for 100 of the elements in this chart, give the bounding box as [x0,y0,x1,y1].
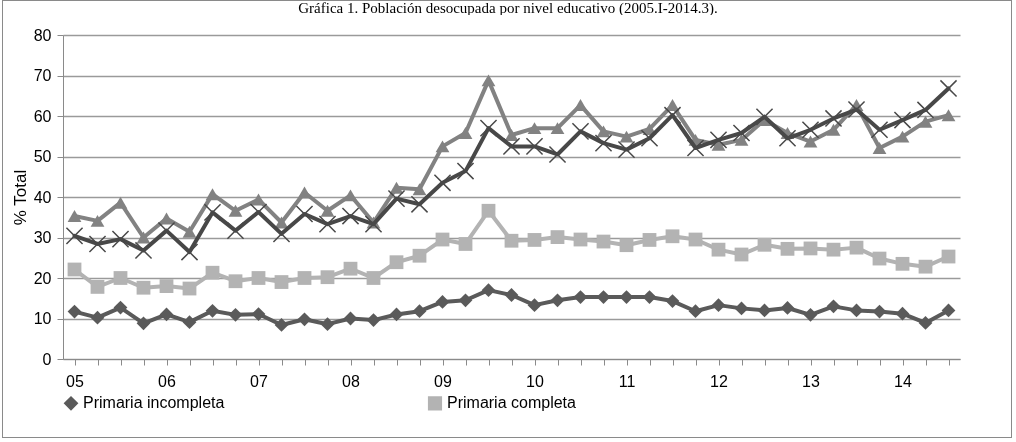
point [939,79,958,98]
point [778,129,797,148]
point [249,203,268,221]
point [872,142,887,154]
point [525,137,544,156]
point [364,215,383,233]
point [504,129,519,141]
point [433,174,452,192]
y-axis-title: % Total [10,169,30,226]
x-tick-label: 09 [434,372,452,390]
point [504,288,519,302]
point [297,271,312,285]
point [711,242,726,257]
point [90,214,105,227]
y-tick-label: 30 [33,229,52,246]
point [941,109,956,122]
point [640,129,659,148]
point [295,205,314,223]
point [527,233,542,247]
x-tick-label: 06 [158,372,176,390]
point [711,298,726,313]
point [481,74,496,87]
point [824,109,843,128]
point [573,290,588,304]
point [182,225,197,238]
point [320,270,335,285]
y-tick-label: 60 [33,107,52,125]
point [895,130,910,143]
point [803,307,818,322]
point [893,111,912,129]
point [111,230,130,248]
point [136,231,151,244]
point [619,238,634,253]
point [274,275,289,289]
y-tick-label: 70 [33,67,52,84]
point [941,303,956,318]
x-tick-label: 11 [618,372,636,390]
point [502,137,521,156]
point [617,140,636,159]
point [481,283,496,298]
point [594,134,613,152]
point [849,303,864,318]
point [826,123,841,136]
point [412,183,427,196]
point [65,227,84,245]
point [757,237,772,252]
y-tick-label: 10 [33,310,52,327]
point [67,210,82,222]
point [320,204,335,217]
point [895,256,910,271]
point [573,99,588,112]
point [801,120,820,139]
point [826,242,841,257]
point [412,304,427,319]
point [205,188,220,201]
x-tick-label: 14 [894,372,912,390]
point [458,237,473,251]
legend-label: Primaria completa [447,394,577,412]
point [251,193,266,206]
point [412,248,427,263]
point [504,233,519,248]
point [619,130,634,143]
point [663,106,682,124]
point [341,207,360,225]
point [389,181,404,194]
point [870,120,889,139]
point [619,290,634,304]
point [872,304,887,319]
x-tick-label: 08 [342,372,360,390]
point [456,162,475,180]
point [343,261,358,276]
y-tick-label: 50 [33,148,52,165]
x-tick-label: 07 [250,372,268,390]
point [297,186,312,199]
point [481,203,496,218]
point [665,229,680,244]
point [665,99,680,112]
point [596,290,611,304]
point [550,230,565,244]
point [67,304,82,319]
point [596,125,611,138]
y-tick-label: 20 [33,269,52,287]
point [343,189,358,202]
y-tick-label: 0 [42,350,52,368]
x-tick-label: 13 [802,372,820,390]
point [916,101,935,119]
point [709,131,728,149]
point [113,271,128,285]
point [732,124,751,142]
point [136,316,151,331]
point [90,310,105,325]
x-tick-label: 05 [66,372,84,390]
point [688,304,703,319]
x-tick-label: 10 [526,372,544,390]
point [642,233,657,247]
point [318,215,337,233]
point [410,195,429,214]
point [389,255,404,270]
point [479,119,498,137]
point [136,280,151,295]
